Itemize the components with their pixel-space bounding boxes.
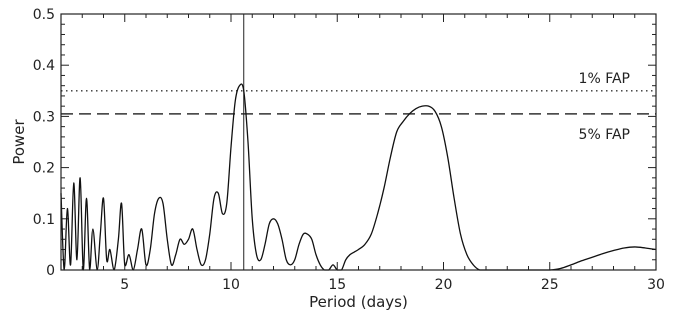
y-tick-label: 0 [46,263,55,279]
y-tick-label: 0.5 [33,7,55,23]
ticks-layer: 5 10 15 20 25 30 0 0.1 0.2 0.3 0.4 0.5 [33,7,665,293]
x-axis-label: Period (days) [309,293,408,311]
series-line [60,83,657,271]
y-tick-label: 0.1 [33,212,55,228]
fap-5pct-label: 5% FAP [579,127,630,143]
x-tick-label: 10 [222,277,240,293]
x-tick-label: 20 [435,277,453,293]
y-axis-label: Power [10,118,28,164]
x-tick-label: 30 [647,277,665,293]
y-tick-label: 0.3 [33,109,55,125]
fap-1pct-label: 1% FAP [579,71,630,87]
y-tick-label: 0.4 [33,58,55,74]
x-tick-label: 15 [328,277,346,293]
plot-frame [60,13,657,271]
x-tick-label: 25 [541,277,559,293]
x-tick-label: 5 [120,277,129,293]
y-tick-label: 0.2 [33,161,55,177]
